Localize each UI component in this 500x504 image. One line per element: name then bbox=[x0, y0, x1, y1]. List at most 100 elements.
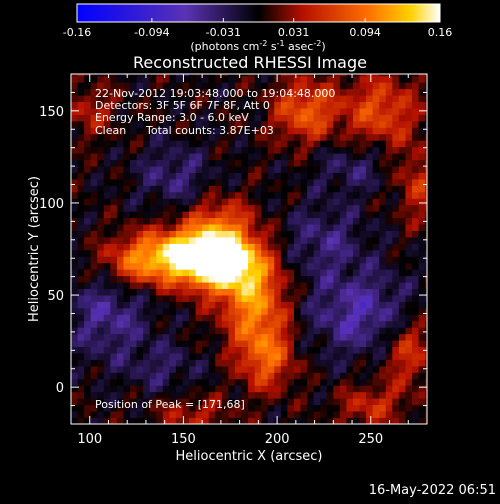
heatmap-cell bbox=[103, 346, 111, 354]
heatmap-cell bbox=[412, 275, 419, 283]
heatmap-cell bbox=[228, 256, 236, 264]
heatmap-cell bbox=[208, 411, 216, 418]
heatmap-cell bbox=[136, 237, 144, 244]
heatmap-cell bbox=[346, 88, 354, 96]
heatmap-cell bbox=[248, 95, 256, 103]
heatmap-cell bbox=[366, 391, 374, 399]
heatmap-cell bbox=[175, 217, 183, 225]
heatmap-cell bbox=[208, 295, 216, 302]
heatmap-cell bbox=[228, 237, 236, 244]
heatmap-cell bbox=[175, 404, 183, 412]
heatmap-cell bbox=[280, 288, 288, 296]
heatmap-cell bbox=[372, 120, 380, 128]
heatmap-cell bbox=[261, 140, 269, 148]
heatmap-cell bbox=[248, 101, 256, 109]
heatmap-cell bbox=[189, 333, 196, 341]
heatmap-cell bbox=[300, 198, 308, 206]
heatmap-cell bbox=[110, 198, 118, 206]
heatmap-cell bbox=[156, 127, 164, 135]
heatmap-cell bbox=[385, 249, 393, 257]
heatmap-cell bbox=[221, 256, 229, 264]
heatmap-cell bbox=[293, 346, 301, 354]
heatmap-cell bbox=[280, 275, 288, 283]
heatmap-cell bbox=[287, 108, 295, 115]
heatmap-cell bbox=[202, 120, 210, 128]
heatmap-cell bbox=[162, 127, 170, 135]
heatmap-cell bbox=[280, 237, 288, 244]
heatmap-cell bbox=[97, 359, 105, 367]
heatmap-cell bbox=[379, 114, 387, 122]
heatmap-cell bbox=[280, 269, 288, 277]
heatmap-cell bbox=[136, 417, 144, 424]
heatmap-cell bbox=[248, 159, 256, 167]
heatmap-cell bbox=[162, 114, 170, 122]
heatmap-cell bbox=[136, 217, 144, 225]
heatmap-cell bbox=[339, 365, 347, 373]
heatmap-cell bbox=[84, 179, 92, 186]
heatmap-cell bbox=[130, 359, 137, 367]
heatmap-cell bbox=[333, 307, 341, 315]
heatmap-cell bbox=[169, 140, 177, 148]
heatmap-cell bbox=[241, 404, 249, 412]
heatmap-cell bbox=[84, 262, 92, 270]
heatmap-cell bbox=[412, 172, 419, 180]
heatmap-cell bbox=[215, 237, 223, 244]
heatmap-cell bbox=[379, 74, 387, 77]
heatmap-cell bbox=[366, 224, 374, 231]
heatmap-cell bbox=[189, 224, 196, 231]
heatmap-cell bbox=[366, 372, 374, 380]
heatmap-cell bbox=[287, 340, 295, 348]
colorbar-gradient bbox=[76, 3, 441, 23]
heatmap-cell bbox=[208, 359, 216, 367]
heatmap-cell bbox=[162, 411, 170, 418]
heatmap-cell bbox=[90, 108, 98, 115]
heatmap-cell bbox=[346, 82, 354, 90]
heatmap-cell bbox=[182, 269, 190, 277]
heatmap-cell bbox=[320, 359, 328, 367]
heatmap-cell bbox=[143, 282, 151, 290]
heatmap-cell bbox=[103, 327, 111, 335]
heatmap-cell bbox=[169, 275, 177, 283]
heatmap-cell bbox=[346, 159, 354, 167]
heatmap-cell bbox=[116, 282, 124, 290]
heatmap-cell bbox=[320, 340, 328, 348]
heatmap-cell bbox=[392, 243, 400, 251]
heatmap-cell bbox=[130, 346, 137, 354]
heatmap-cell bbox=[418, 230, 426, 238]
heatmap-cell bbox=[84, 275, 92, 283]
heatmap-cell bbox=[215, 275, 223, 283]
heatmap-cell bbox=[346, 185, 354, 193]
heatmap-cell bbox=[90, 320, 98, 328]
heatmap-cell bbox=[103, 211, 111, 219]
heatmap-cell bbox=[248, 204, 256, 212]
heatmap-cell bbox=[392, 114, 400, 122]
heatmap-cell bbox=[418, 133, 426, 141]
heatmap-cell bbox=[293, 166, 301, 173]
heatmap-cell bbox=[392, 146, 400, 154]
heatmap-cell bbox=[300, 314, 308, 322]
heatmap-cell bbox=[379, 108, 387, 115]
heatmap-cell bbox=[287, 237, 295, 244]
heatmap-cell bbox=[405, 191, 413, 199]
plot-frame bbox=[70, 73, 428, 425]
heatmap-cell bbox=[130, 391, 137, 399]
heatmap-cell bbox=[123, 282, 131, 290]
heatmap-cell bbox=[313, 185, 321, 193]
heatmap-cell bbox=[352, 333, 360, 341]
heatmap-cell bbox=[366, 108, 374, 115]
heatmap-cell bbox=[71, 301, 78, 309]
heatmap-cell bbox=[313, 237, 321, 244]
heatmap-cell bbox=[189, 256, 196, 264]
heatmap-cell bbox=[254, 75, 262, 83]
heatmap-cell bbox=[221, 191, 229, 199]
heatmap-cell bbox=[103, 204, 111, 212]
heatmap-cell bbox=[398, 133, 406, 141]
heatmap-cell bbox=[254, 307, 262, 315]
heatmap-cell bbox=[287, 127, 295, 135]
heatmap-cell bbox=[195, 159, 203, 167]
heatmap-cell bbox=[77, 275, 85, 283]
heatmap-cell bbox=[248, 224, 256, 231]
heatmap-cell bbox=[90, 385, 98, 393]
heatmap-cell bbox=[116, 127, 124, 135]
heatmap-cell bbox=[103, 172, 111, 180]
